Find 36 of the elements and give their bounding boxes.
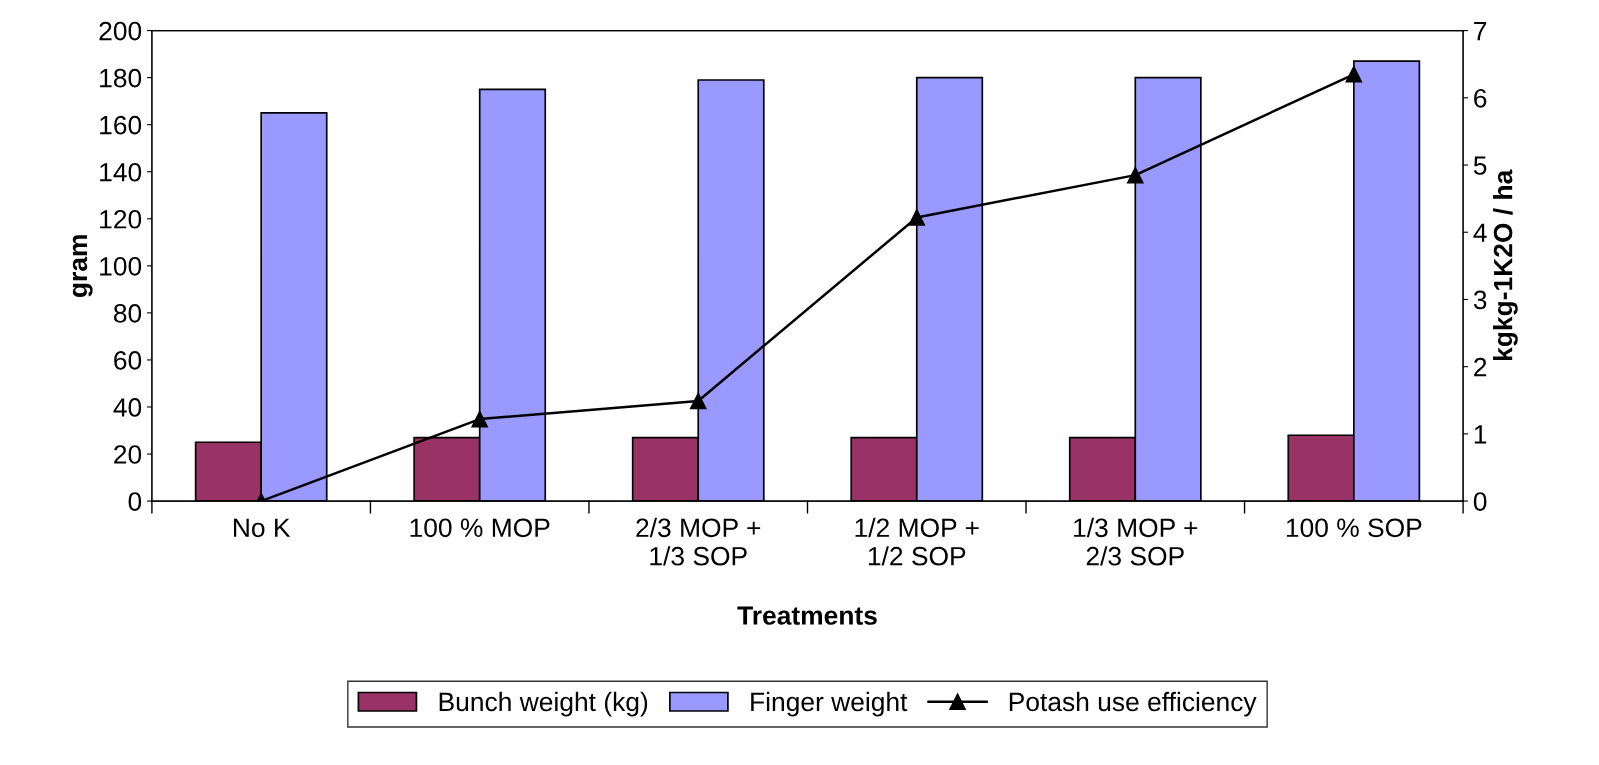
point — [471, 410, 489, 428]
y2-tick-label: 0 — [1473, 492, 1487, 511]
y2-tick-label: 5 — [1473, 156, 1487, 175]
y2-axis-title: kgkg-1K2O / ha — [1493, 169, 1518, 361]
y-tick-label: 100 — [100, 256, 142, 276]
x-axis-title: Treatments — [737, 606, 877, 625]
x-tick-label: 1/2 MOP + 1/2 SOP — [855, 517, 979, 566]
point — [1345, 65, 1363, 83]
y-tick-label: 140 — [100, 162, 142, 182]
x-tick-label: 2/3 MOP + 1/3 SOP — [636, 517, 761, 566]
y-tick-label: 60 — [114, 351, 142, 370]
y-tick-label: 80 — [113, 304, 142, 323]
legend-label: Finger weight — [751, 691, 908, 717]
point — [1126, 166, 1144, 184]
y2-tick-label: 1 — [1474, 425, 1487, 444]
legend-label: Potash use efficiency — [1009, 691, 1257, 717]
y-tick-label: 0 — [128, 492, 142, 511]
y2-tick-label: 6 — [1474, 88, 1487, 108]
y2-tick-label: 4 — [1473, 223, 1487, 242]
x-tick-label: 100 % MOP — [410, 518, 550, 538]
x-tick-label: 100 % SOP — [1286, 518, 1422, 538]
point — [908, 209, 926, 226]
y-tick-label: 160 — [100, 115, 142, 135]
y-axis-title: gram — [72, 235, 93, 298]
y2-tick-label: 2 — [1474, 357, 1487, 377]
y-tick-label: 120 — [100, 209, 142, 229]
y2-tick-label: 3 — [1473, 290, 1487, 310]
legend-label: Bunch weight (kg) — [439, 691, 648, 717]
x-tick-label: 1/3 MOP + 2/3 SOP — [1074, 517, 1198, 566]
x-tick-label: No K — [234, 518, 291, 538]
y-tick-label: 180 — [100, 68, 142, 88]
y-tick-label: 200 — [99, 21, 142, 41]
y2-tick-label: 7 — [1474, 22, 1487, 41]
y-tick-label: 40 — [113, 398, 142, 417]
point — [689, 392, 707, 410]
y-tick-label: 20 — [114, 445, 142, 464]
